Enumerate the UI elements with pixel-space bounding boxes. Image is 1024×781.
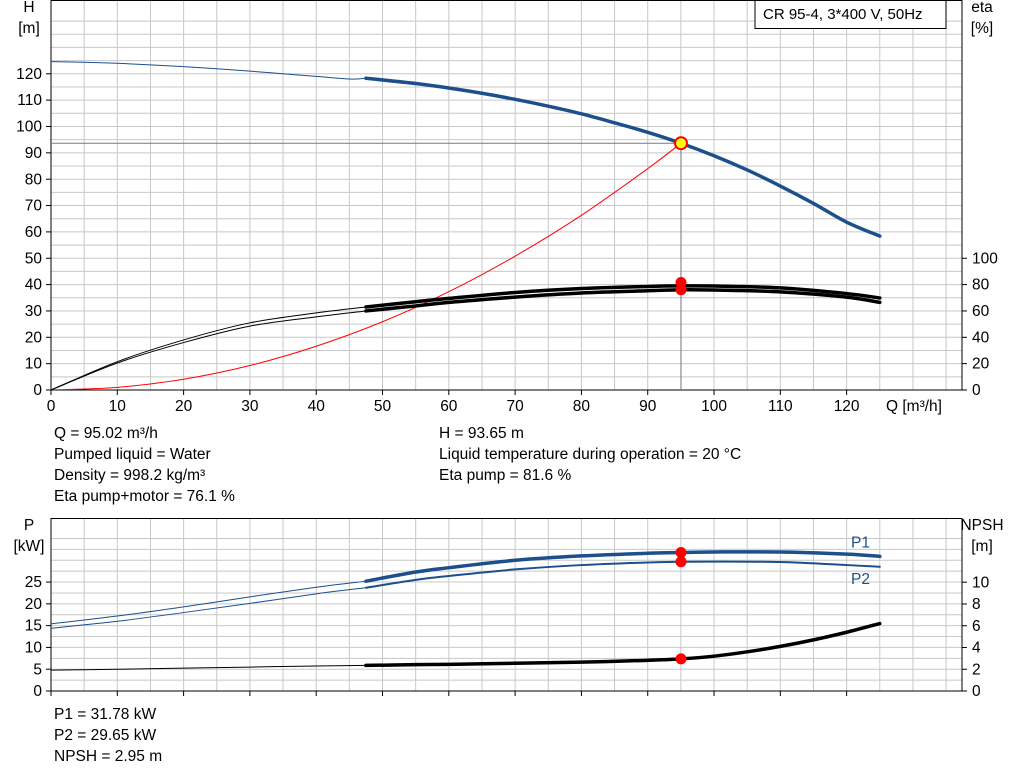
y-right-axis-label: NPSH (960, 517, 1003, 534)
y-right-tick-label: 20 (972, 356, 990, 373)
x-tick-label: 70 (506, 398, 524, 415)
y-tick-label: 15 (25, 618, 42, 635)
x-tick-label: 10 (109, 398, 127, 415)
y-tick-label: 20 (25, 596, 43, 613)
y-tick-label: 10 (25, 640, 43, 657)
y-right-tick-label: 80 (972, 277, 990, 294)
plot-border (50, 0, 963, 391)
density-value: Density = 998.2 kg/m³ (54, 467, 206, 484)
x-tick-label: 120 (834, 398, 860, 415)
y-tick-label: 10 (25, 356, 43, 373)
x-axis-label: Q [m³/h] (886, 398, 942, 415)
x-tick-label: 20 (175, 398, 193, 415)
y-tick-label: 50 (25, 250, 43, 267)
x-tick-label: 40 (308, 398, 326, 415)
head-value: H = 93.65 m (439, 425, 524, 442)
series-p1 (364, 550, 882, 583)
x-tick-label: 0 (47, 398, 56, 415)
eta-pump-value: Eta pump = 81.6 % (439, 467, 572, 484)
eta-pump-motor-marker (675, 284, 687, 296)
npsh-value: NPSH = 2.95 m (54, 748, 163, 765)
y-tick-label: 20 (25, 329, 43, 346)
series-eta-pump-motor-thin (51, 310, 366, 390)
p2-value: P2 = 29.65 kW (54, 727, 157, 744)
liquid-temperature: Liquid temperature during operation = 20… (439, 446, 742, 463)
bottom-info: P1 = 31.78 kW P2 = 29.65 kW NPSH = 2.95 … (54, 704, 162, 767)
y-right-axis-unit: [%] (971, 20, 993, 37)
y-right-tick-label: 100 (972, 250, 998, 267)
y-tick-label: 70 (25, 198, 43, 215)
y-tick-label: 40 (25, 277, 43, 294)
x-tick-label: 60 (440, 398, 458, 415)
series-h (364, 76, 882, 238)
y-right-tick-label: 40 (972, 329, 990, 346)
y-right-tick-label: 8 (972, 596, 981, 613)
y-right-axis-unit: [m] (971, 538, 993, 555)
y-tick-label: 120 (16, 66, 42, 83)
flow-value: Q = 95.02 m³/h (54, 425, 158, 442)
operating-point-marker (674, 136, 689, 151)
y-right-tick-label: 2 (972, 661, 981, 678)
series-p2-thin (51, 587, 366, 629)
x-tick-label: 110 (768, 398, 793, 415)
top-info-left: Q = 95.02 m³/h Pumped liquid = Water Den… (54, 423, 235, 507)
p1-value: P1 = 31.78 kW (54, 706, 157, 723)
y-tick-label: 80 (25, 171, 43, 188)
y-tick-label: 0 (33, 382, 42, 399)
y-tick-label: 0 (33, 683, 42, 700)
y-right-axis-label: eta (971, 0, 993, 16)
y-right-tick-label: 4 (972, 640, 981, 657)
series-npsh-thin (51, 664, 366, 671)
chart-panel-2 (46, 518, 967, 696)
series-p2 (364, 560, 881, 589)
y-right-tick-label: 0 (972, 382, 981, 399)
y-axis-label: P (24, 517, 34, 534)
y-tick-label: 100 (16, 119, 42, 136)
y-tick-label: 110 (17, 92, 42, 109)
series-label-p1: P1 (851, 534, 870, 551)
series-eta-pump-motor (364, 287, 882, 313)
x-tick-label: 50 (374, 398, 392, 415)
pumped-liquid: Pumped liquid = Water (54, 446, 211, 463)
y-tick-label: 90 (25, 145, 43, 162)
x-tick-label: 30 (241, 398, 259, 415)
x-tick-label: 90 (639, 398, 657, 415)
title-box (754, 0, 947, 29)
y-right-tick-label: 60 (972, 303, 990, 320)
y-axis-label: H (23, 0, 34, 16)
y-right-tick-label: 10 (972, 574, 990, 591)
plot-frame (50, 0, 963, 391)
eta-pump-motor-value: Eta pump+motor = 76.1 % (54, 488, 235, 505)
chart-title: CR 95-4, 3*400 V, 50Hz (763, 6, 923, 23)
series-group (51, 61, 882, 390)
plot-border (50, 518, 963, 692)
series-eta-pump (364, 284, 882, 309)
x-tick-label: 80 (573, 398, 591, 415)
y-right-tick-label: 0 (972, 683, 981, 700)
y-right-tick-label: 6 (972, 618, 981, 635)
series-p1-thin (51, 580, 366, 625)
x-tick-label: 100 (701, 398, 727, 415)
npsh-marker (675, 653, 687, 665)
y-tick-label: 30 (25, 303, 43, 320)
p2-marker (675, 556, 687, 568)
y-tick-label: 60 (25, 224, 43, 241)
chart-panel-1 (46, 0, 967, 395)
y-tick-label: 25 (25, 574, 42, 591)
y-axis-unit: [kW] (14, 538, 45, 555)
y-axis-unit: [m] (18, 20, 40, 37)
p1-marker (675, 547, 687, 559)
y-tick-label: 5 (33, 661, 42, 678)
series-label-p2: P2 (851, 571, 870, 588)
top-info-right: H = 93.65 m Liquid temperature during op… (439, 423, 741, 486)
series-eta-pump-thin (51, 306, 366, 390)
